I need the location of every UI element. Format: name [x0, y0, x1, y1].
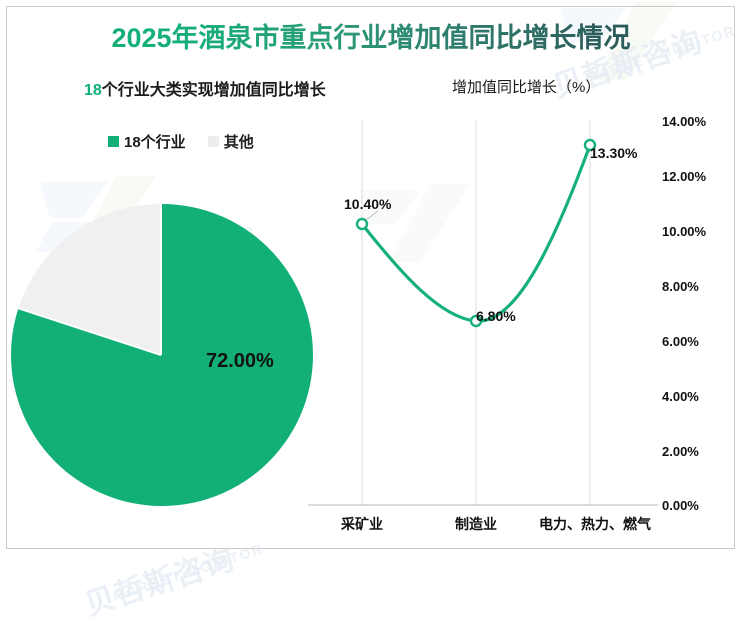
legend-item-other[interactable]: 其他 [207, 131, 254, 152]
right-panel-caption: 增加值同比增长（%） [452, 79, 601, 96]
legend-label-industries: 18个行业 [124, 134, 186, 151]
y-tick-2: 2.00% [662, 444, 699, 459]
legend-label-other: 其他 [223, 134, 254, 151]
y-tick-4: 4.00% [662, 389, 699, 404]
legend-item-industries[interactable]: 18个行业 [108, 131, 186, 152]
left-caption-text: 个行业大类实现增加值同比增长 [101, 82, 326, 99]
x-tick-manufacturing: 制造业 [455, 516, 497, 532]
pie-value-label: 72.00% [206, 350, 274, 372]
watermark-text-cn-bottom: 贝哲斯咨询 [81, 542, 239, 623]
data-point-2 [469, 314, 483, 328]
legend-swatch-gray [207, 136, 219, 147]
watermark-text-en-bottom: MARKET MONITOR [111, 540, 266, 604]
pie-legend: 18个行业 其他 [108, 131, 254, 152]
x-tick-power: 电力、热力、燃气 [539, 516, 651, 532]
x-tick-mining: 采矿业 [341, 516, 383, 532]
left-panel-caption: 18个行业大类实现增加值同比增长 [84, 76, 326, 100]
left-caption-number: 18 [84, 82, 102, 99]
data-label-3: 13.30% [590, 145, 638, 161]
data-label-1: 10.40% [344, 196, 392, 212]
data-point-1 [355, 217, 369, 231]
legend-swatch-green [108, 136, 119, 147]
watermark-logo-topright [540, 0, 740, 115]
y-tick-14: 14.00% [662, 114, 707, 129]
y-tick-12: 12.00% [662, 169, 707, 184]
data-point-3 [583, 138, 597, 152]
page-title: 2025年酒泉市重点行业增加值同比增长情况 [0, 20, 742, 56]
y-tick-0: 0.00% [662, 498, 699, 513]
line-chart: 14.00% 12.00% 10.00% 8.00% 6.00% 4.00% 2… [300, 104, 742, 556]
data-label-2: 6.80% [476, 308, 516, 324]
y-tick-8: 8.00% [662, 279, 699, 294]
y-tick-6: 6.00% [662, 334, 699, 349]
y-tick-10: 10.00% [662, 224, 707, 239]
